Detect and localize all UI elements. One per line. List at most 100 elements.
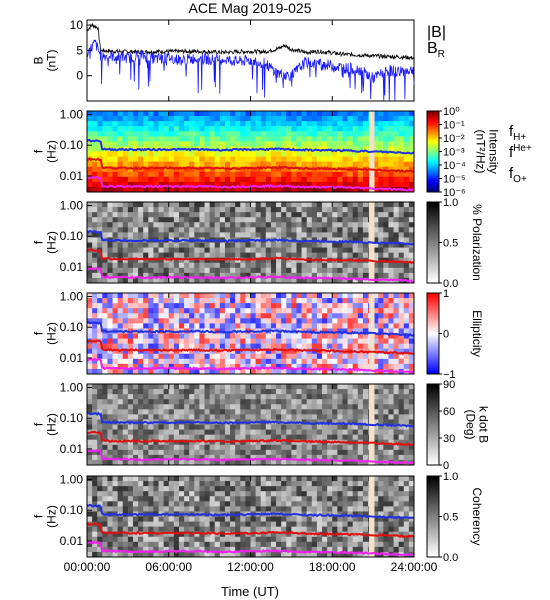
heatmap-cell (112, 353, 119, 360)
heatmap-cell (352, 444, 359, 451)
heatmap-cell (240, 262, 246, 269)
heatmap-cell (194, 389, 200, 395)
heatmap-cell (296, 348, 303, 355)
heatmap-cell (332, 328, 338, 334)
gyrofrequency-O+-line (86, 357, 415, 374)
heatmap-cell (132, 227, 139, 233)
heatmap-cell (158, 151, 165, 158)
heatmap-cell (230, 516, 236, 523)
heatmap-cell (296, 363, 303, 370)
colorbar-segment (427, 276, 439, 280)
heatmap-cell (311, 318, 318, 324)
heatmap-cell (393, 298, 400, 304)
heatmap-cell (178, 546, 185, 553)
heatmap-cell (122, 491, 129, 497)
heatmap-cell (219, 126, 226, 132)
heatmap-cell (219, 323, 226, 329)
heatmap-cell (102, 444, 108, 451)
heatmap-cell (378, 409, 384, 415)
heatmap-cell (117, 171, 124, 178)
heatmap-cell (352, 419, 359, 425)
heatmap-cell (388, 176, 395, 183)
heatmap-cell (107, 459, 114, 466)
heatmap-cell (97, 131, 103, 137)
heatmap-cell (163, 348, 170, 355)
heatmap-cell (352, 207, 359, 213)
heatmap-cell (373, 434, 379, 441)
heatmap-cell (87, 257, 93, 264)
heatmap-cell (214, 308, 221, 314)
heatmap-cell (403, 303, 410, 309)
heatmap-cell (311, 414, 318, 420)
heatmap-cell (270, 358, 277, 365)
heatmap-cell (102, 516, 108, 523)
heatmap-cell (260, 277, 267, 284)
heatmap-cell (148, 541, 154, 548)
heatmap-cell (158, 444, 165, 451)
heatmap-cell (173, 516, 180, 523)
heatmap-cell (296, 227, 303, 233)
heatmap-cell (270, 394, 277, 400)
heatmap-cell (132, 126, 139, 132)
heatmap-cell (148, 516, 154, 523)
heatmap-cell (311, 232, 318, 238)
heatmap-cell (255, 551, 262, 558)
heatmap-cell (408, 247, 415, 254)
heatmap-cell (189, 186, 195, 193)
heatmap-cell (143, 384, 149, 390)
heatmap-cell (398, 419, 405, 425)
heatmap-cell (311, 156, 318, 163)
heatmap-cell (337, 181, 343, 188)
heatmap-cell (342, 298, 349, 304)
colorbar-segment (427, 436, 439, 440)
colorbar-segment (427, 337, 439, 341)
heatmap-cell (245, 176, 251, 183)
heatmap-cell (245, 121, 251, 127)
heatmap-cell (255, 116, 262, 122)
heatmap-cell (255, 323, 262, 329)
heatmap-cell (270, 293, 277, 299)
heatmap-cell (148, 333, 154, 340)
heatmap-cell (184, 166, 190, 173)
heatmap-cell (281, 449, 287, 456)
heatmap-cell (209, 186, 216, 193)
heatmap-cell (403, 227, 410, 233)
heatmap-cell (97, 323, 103, 329)
heatmap-cell (173, 353, 180, 360)
heatmap-cell (189, 247, 195, 254)
heatmap-cell (281, 439, 287, 446)
heatmap-cell (143, 454, 149, 461)
heatmap-cell (132, 491, 139, 497)
heatmap-cell (337, 454, 343, 461)
heatmap-cell (301, 419, 308, 425)
heatmap-cell (87, 348, 93, 355)
heatmap-cell (112, 252, 119, 259)
heatmap-cell (240, 116, 246, 122)
colorbar-segment (427, 341, 439, 345)
heatmap-cell (163, 536, 170, 543)
heatmap-cell (214, 476, 221, 482)
heatmap-cell (332, 399, 338, 405)
heatmap-cell (301, 353, 308, 360)
heatmap-cell (153, 202, 160, 208)
heatmap-cell (250, 338, 257, 345)
heatmap-cell (240, 181, 246, 188)
heatmap-cell (281, 131, 287, 137)
heatmap-cell (291, 414, 297, 420)
heatmap-cell (158, 389, 165, 395)
heatmap-cell (97, 126, 103, 132)
heatmap-cell (286, 348, 292, 355)
heatmap-cell (127, 212, 134, 218)
heatmap-cell (230, 227, 236, 233)
heatmap-cell (270, 176, 277, 183)
heatmap-cell (301, 161, 308, 168)
heatmap-cell (153, 536, 160, 543)
heatmap-cell (281, 181, 287, 188)
heatmap-cell (143, 126, 149, 132)
heatmap-cell (117, 242, 124, 249)
heatmap-cell (260, 521, 267, 528)
gyrofrequency-He+-line (86, 248, 415, 265)
heatmap-cell (240, 424, 246, 431)
heatmap-cell (148, 171, 154, 178)
heatmap-cell (240, 121, 246, 127)
